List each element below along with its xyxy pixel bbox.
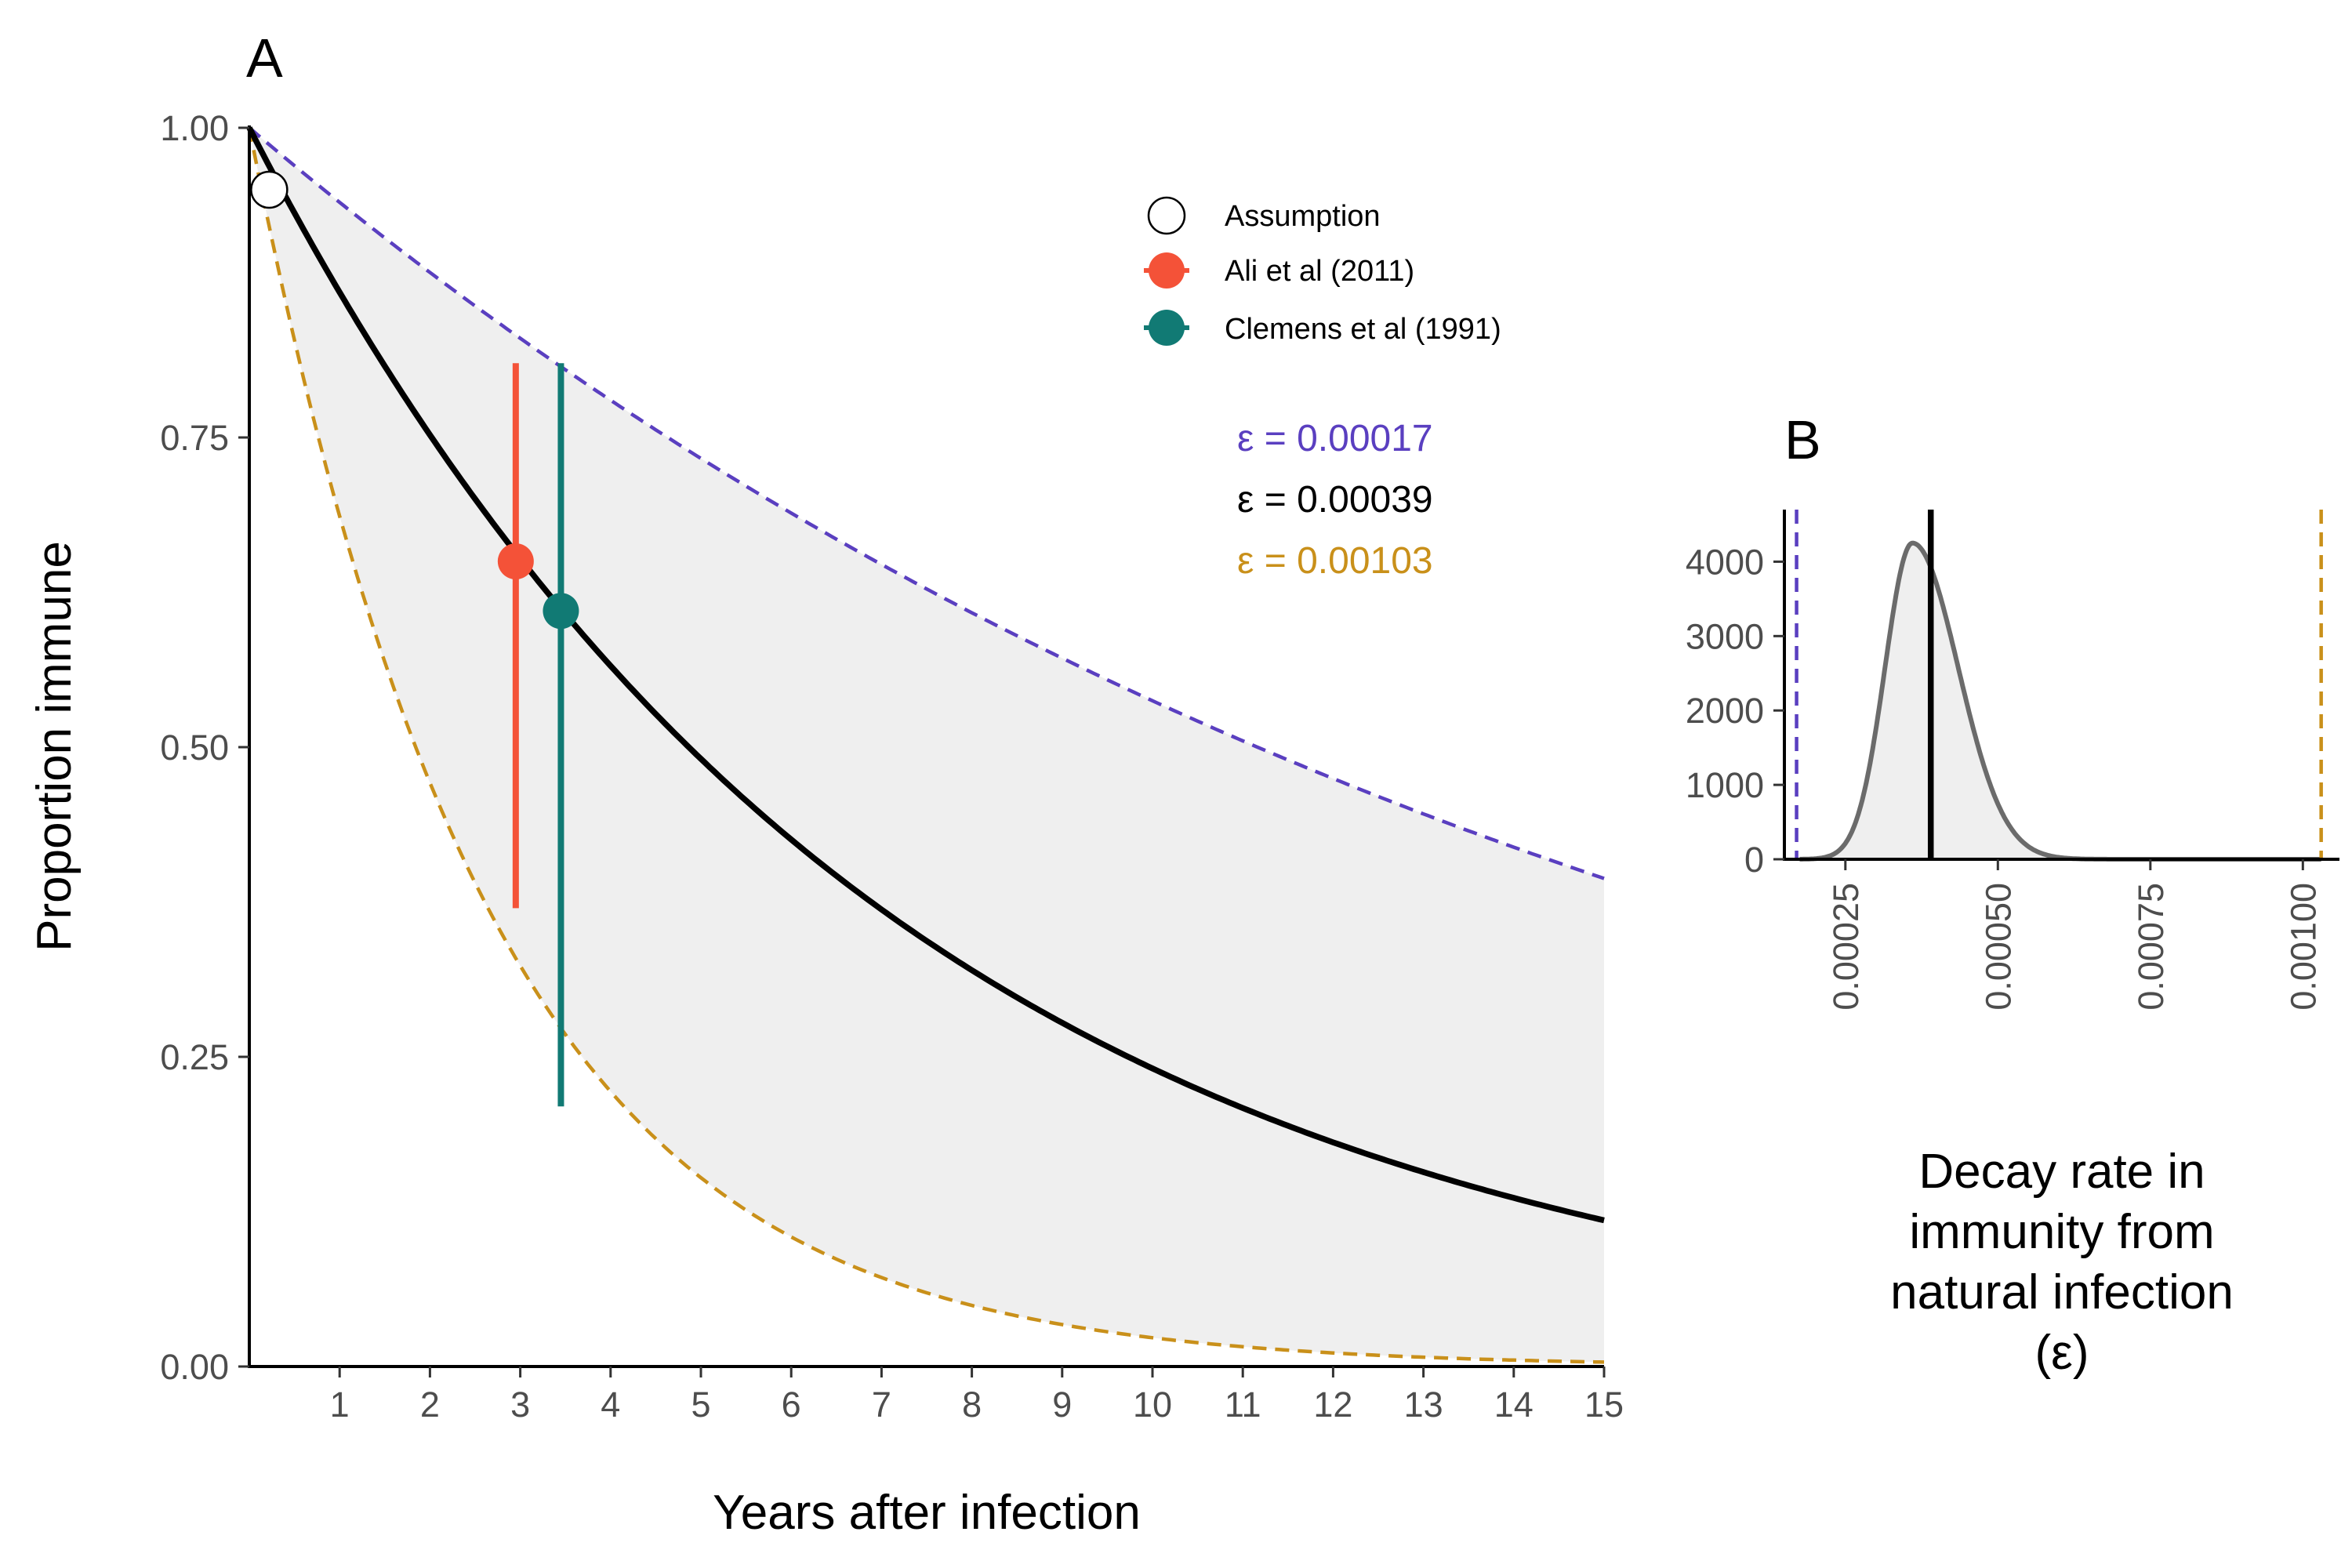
b-x-axis-title-line-1: Decay rate in <box>1918 1145 2205 1199</box>
error-bars <box>512 363 564 1107</box>
x-tick-label-11: 11 <box>1225 1385 1261 1425</box>
x-tick-label-8: 8 <box>962 1385 982 1425</box>
x-tick-label-1: 1 <box>330 1385 350 1425</box>
data-points <box>250 170 579 630</box>
x-tick-label-5: 5 <box>691 1385 710 1425</box>
x-tick-label-6: 6 <box>782 1385 801 1425</box>
panel-b: B 0.00025 0.00050 0.00075 0.00100 0 1000 2000 3… <box>1686 409 2339 1380</box>
series-line-lower-rate <box>247 127 1605 1364</box>
x-tick-label-2: 2 <box>420 1385 440 1425</box>
svg-text:Clemens et al (1991): Clemens et al (1991) <box>1225 313 1501 346</box>
reference-lines <box>1795 510 2323 859</box>
b-x-tick-label-0.00025: 0.00025 <box>1826 883 1866 1011</box>
y-axis-title: Proportion immune <box>27 541 82 952</box>
panel-a-label: A <box>246 27 283 89</box>
b-y-tick-label-2000: 2000 <box>1686 691 1764 731</box>
x-tick-label-13: 13 <box>1404 1385 1443 1425</box>
point-ali <box>497 543 534 579</box>
legend-item-ali: Ali et al (2011) <box>1144 252 1414 289</box>
point-clemens <box>543 593 579 630</box>
x-tick-label-3: 3 <box>510 1385 530 1425</box>
b-y-tick-label-0: 0 <box>1744 840 1764 880</box>
panel-a: A 1 2 3 4 5 6 7 8 9 10 11 12 13 14 150.000.250.500.751… <box>27 27 1624 1540</box>
x-tick-label-7: 7 <box>872 1385 891 1425</box>
b-x-axis-title-line-2: immunity from <box>1909 1205 2214 1259</box>
b-y-tick-label-3000: 3000 <box>1686 616 1764 656</box>
y-tick-label-0.00: 0.00 <box>160 1347 229 1387</box>
epsilon-label-upper-rate: ε = 0.00103 <box>1237 540 1433 582</box>
confidence-band <box>249 128 1604 1363</box>
x-tick-label-9: 9 <box>1052 1385 1072 1425</box>
b-x-tick-label-0.00100: 0.00100 <box>2283 883 2323 1011</box>
x-tick-label-15: 15 <box>1584 1385 1624 1425</box>
legend: Assumption Ali et al (2011) Clemens et a… <box>1144 196 1501 346</box>
y-tick-label-1.00: 1.00 <box>160 108 229 148</box>
legend-item-clemens: Clemens et al (1991) <box>1144 310 1501 346</box>
b-x-axis-title-line-3: natural infection <box>1890 1265 2234 1319</box>
svg-text:Assumption: Assumption <box>1225 200 1381 233</box>
x-axis-title: Years after infection <box>713 1486 1141 1540</box>
y-tick-label-0.25: 0.25 <box>160 1037 229 1077</box>
x-tick-label-12: 12 <box>1313 1385 1352 1425</box>
axis-ticks-b: 0.00025 0.00050 0.00075 0.00100 0 1000 2000 300… <box>1686 542 2323 1010</box>
b-y-tick-label-1000: 1000 <box>1686 765 1764 805</box>
y-tick-label-0.50: 0.50 <box>160 728 229 768</box>
panel-b-label: B <box>1784 409 1821 470</box>
point-assumption <box>250 170 289 209</box>
b-y-tick-label-4000: 4000 <box>1686 542 1764 582</box>
b-x-axis-title-line-4: (ε) <box>2035 1326 2089 1380</box>
svg-text:Ali et al (2011): Ali et al (2011) <box>1225 255 1414 288</box>
epsilon-label-fit: ε = 0.00039 <box>1237 479 1433 521</box>
b-x-tick-label-0.00075: 0.00075 <box>2131 883 2171 1011</box>
b-x-tick-label-0.00050: 0.00050 <box>1978 883 2018 1011</box>
x-tick-label-4: 4 <box>601 1385 620 1425</box>
epsilon-label-lower-rate: ε = 0.00017 <box>1237 418 1433 459</box>
x-tick-label-10: 10 <box>1133 1385 1172 1425</box>
x-tick-label-14: 14 <box>1494 1385 1534 1425</box>
y-tick-label-0.75: 0.75 <box>160 418 229 458</box>
axis-ticks-a: 1 2 3 4 5 6 7 8 9 10 11 12 13 14 150.000.250.500.751.0… <box>160 108 1624 1425</box>
legend-item-assumption: Assumption <box>1147 196 1381 235</box>
series-line-fit <box>246 126 1605 1224</box>
series-line-upper-rate <box>248 126 1605 880</box>
